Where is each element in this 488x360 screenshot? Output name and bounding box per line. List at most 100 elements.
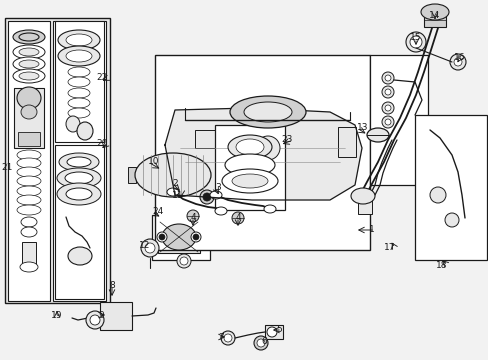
Circle shape bbox=[381, 102, 393, 114]
Ellipse shape bbox=[17, 195, 41, 205]
Bar bbox=[187, 220, 198, 242]
Ellipse shape bbox=[17, 205, 41, 215]
Ellipse shape bbox=[17, 176, 41, 186]
Text: 6: 6 bbox=[261, 337, 266, 346]
Text: 18: 18 bbox=[435, 261, 446, 270]
Ellipse shape bbox=[264, 205, 275, 213]
Bar bbox=[209, 167, 218, 183]
Text: 11: 11 bbox=[171, 190, 183, 199]
Ellipse shape bbox=[68, 98, 90, 108]
Text: 1: 1 bbox=[368, 225, 374, 234]
Bar bbox=[369, 55, 427, 185]
Ellipse shape bbox=[135, 153, 210, 197]
Ellipse shape bbox=[231, 174, 267, 188]
Circle shape bbox=[221, 331, 235, 345]
Ellipse shape bbox=[236, 139, 264, 155]
Ellipse shape bbox=[19, 33, 39, 41]
Circle shape bbox=[444, 213, 458, 227]
Bar bbox=[337, 127, 355, 157]
Ellipse shape bbox=[167, 188, 179, 196]
Ellipse shape bbox=[17, 150, 41, 160]
Circle shape bbox=[191, 232, 201, 242]
Ellipse shape bbox=[13, 57, 45, 71]
Circle shape bbox=[90, 315, 100, 325]
Ellipse shape bbox=[229, 96, 305, 128]
Text: 9: 9 bbox=[98, 310, 103, 320]
Text: 17: 17 bbox=[383, 243, 394, 252]
Text: 4: 4 bbox=[235, 212, 240, 221]
Bar bbox=[14, 88, 44, 148]
Ellipse shape bbox=[19, 60, 39, 68]
Text: 7: 7 bbox=[218, 333, 224, 342]
Ellipse shape bbox=[13, 45, 45, 59]
Ellipse shape bbox=[222, 169, 278, 193]
Text: 16: 16 bbox=[453, 54, 465, 63]
Ellipse shape bbox=[227, 135, 271, 159]
Circle shape bbox=[253, 336, 267, 350]
Circle shape bbox=[449, 54, 465, 70]
Circle shape bbox=[384, 119, 390, 125]
Ellipse shape bbox=[21, 105, 37, 119]
Ellipse shape bbox=[366, 128, 388, 142]
Ellipse shape bbox=[21, 227, 37, 237]
Bar bbox=[158, 221, 200, 253]
Ellipse shape bbox=[244, 102, 291, 122]
Circle shape bbox=[159, 234, 164, 240]
Ellipse shape bbox=[66, 50, 92, 62]
Ellipse shape bbox=[66, 188, 92, 200]
Ellipse shape bbox=[224, 154, 274, 176]
Ellipse shape bbox=[59, 153, 99, 171]
Ellipse shape bbox=[20, 262, 38, 272]
Bar bbox=[55, 21, 104, 142]
Text: 4: 4 bbox=[190, 212, 195, 221]
Ellipse shape bbox=[186, 210, 199, 222]
Circle shape bbox=[409, 36, 421, 48]
Ellipse shape bbox=[19, 48, 39, 56]
Circle shape bbox=[384, 89, 390, 95]
Circle shape bbox=[224, 334, 231, 342]
Bar bbox=[195, 130, 217, 148]
Bar bbox=[152, 215, 209, 260]
Text: 3: 3 bbox=[215, 183, 220, 192]
Circle shape bbox=[381, 72, 393, 84]
Text: 23: 23 bbox=[281, 135, 292, 144]
Ellipse shape bbox=[68, 77, 90, 87]
Text: 8: 8 bbox=[109, 280, 115, 289]
Text: 12: 12 bbox=[139, 240, 150, 249]
Circle shape bbox=[256, 136, 280, 160]
Ellipse shape bbox=[66, 116, 80, 132]
Circle shape bbox=[200, 190, 214, 204]
Text: 10: 10 bbox=[148, 158, 159, 166]
Circle shape bbox=[384, 75, 390, 81]
Ellipse shape bbox=[17, 186, 41, 196]
Ellipse shape bbox=[77, 122, 93, 140]
Ellipse shape bbox=[68, 88, 90, 98]
Bar bbox=[5, 18, 110, 303]
Bar bbox=[254, 112, 281, 187]
Circle shape bbox=[384, 105, 390, 111]
Ellipse shape bbox=[17, 158, 41, 168]
Circle shape bbox=[381, 116, 393, 128]
Bar bbox=[232, 222, 243, 244]
Bar bbox=[357, 196, 371, 214]
Bar bbox=[100, 302, 132, 330]
Ellipse shape bbox=[17, 167, 41, 177]
Text: 5: 5 bbox=[276, 325, 282, 334]
Ellipse shape bbox=[66, 34, 92, 46]
Ellipse shape bbox=[57, 183, 101, 205]
Circle shape bbox=[381, 86, 393, 98]
Ellipse shape bbox=[58, 30, 100, 50]
Circle shape bbox=[193, 234, 199, 240]
Text: 15: 15 bbox=[409, 33, 421, 42]
Text: 2: 2 bbox=[172, 179, 177, 188]
Ellipse shape bbox=[215, 207, 226, 215]
Bar bbox=[155, 55, 369, 250]
Ellipse shape bbox=[21, 217, 37, 227]
Circle shape bbox=[429, 187, 445, 203]
Text: 21: 21 bbox=[1, 163, 13, 172]
Text: 24: 24 bbox=[152, 207, 163, 216]
Polygon shape bbox=[164, 108, 361, 200]
Ellipse shape bbox=[420, 4, 448, 20]
Bar bbox=[264, 325, 283, 339]
Text: 19: 19 bbox=[51, 310, 62, 320]
